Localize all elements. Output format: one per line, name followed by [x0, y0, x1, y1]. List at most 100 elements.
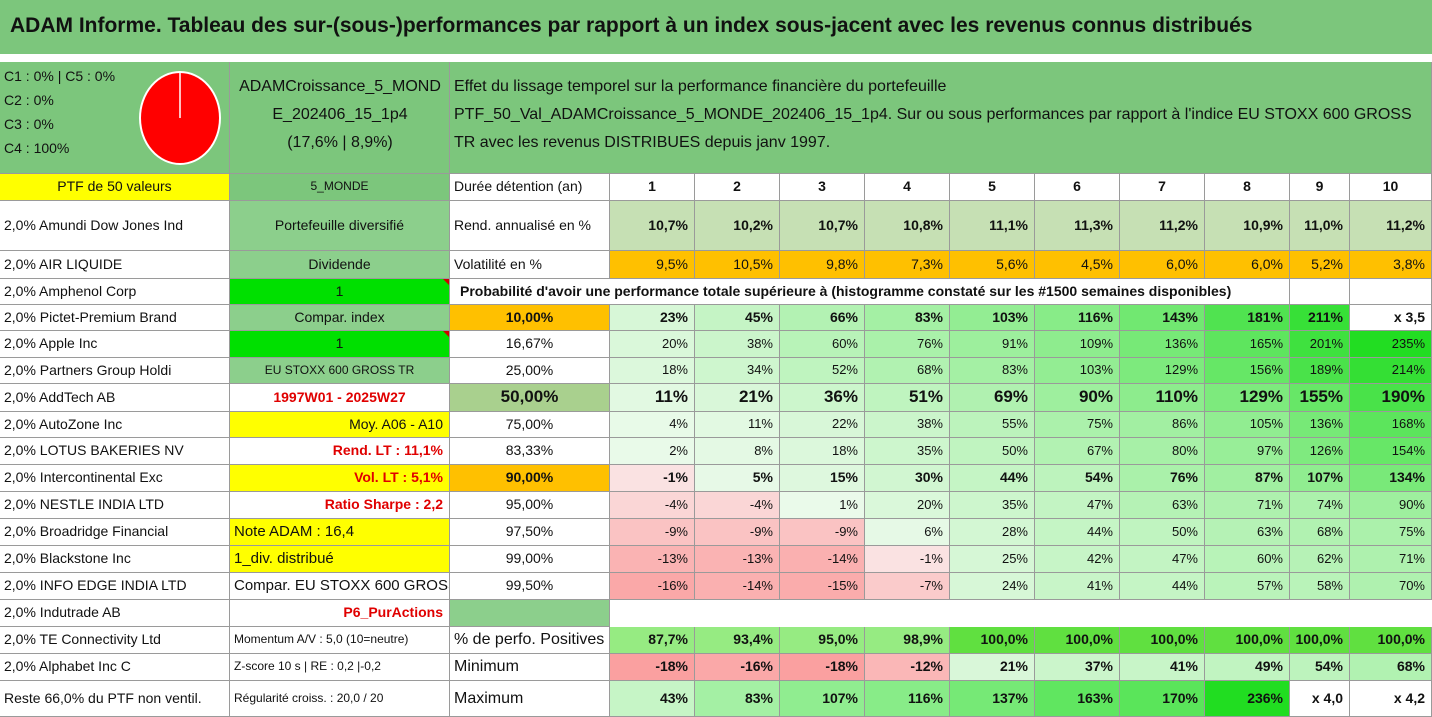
probability-value[interactable]: 1% [780, 492, 865, 519]
probability-value[interactable]: -9% [780, 519, 865, 546]
stat-value[interactable]: 100,0% [1035, 627, 1120, 654]
probability-value[interactable]: 62% [1290, 546, 1350, 573]
vol-value[interactable]: 3,8% [1350, 251, 1432, 279]
stat-value[interactable]: 83% [695, 681, 780, 717]
vol-value[interactable]: 9,5% [610, 251, 695, 279]
probability-value[interactable]: 6% [865, 519, 950, 546]
stat-value[interactable]: 100,0% [1120, 627, 1205, 654]
holding-cell[interactable]: 2,0% Amundi Dow Jones Ind [0, 201, 230, 251]
probability-value[interactable]: 201% [1290, 331, 1350, 358]
probability-value[interactable]: 66% [780, 305, 865, 331]
stat-value[interactable]: 100,0% [1350, 627, 1432, 654]
probability-value[interactable]: -4% [695, 492, 780, 519]
probability-value[interactable]: 42% [1035, 546, 1120, 573]
probability-value[interactable]: 63% [1205, 519, 1290, 546]
probability-value[interactable]: 8% [695, 438, 780, 465]
year-header[interactable]: 10 [1350, 174, 1432, 201]
stat-value[interactable]: x 4,0 [1290, 681, 1350, 717]
stat-value[interactable]: 41% [1120, 654, 1205, 681]
stat-value[interactable]: 100,0% [1205, 627, 1290, 654]
stat-value[interactable]: 21% [950, 654, 1035, 681]
stat-label[interactable]: Maximum [450, 681, 610, 717]
probability-value[interactable]: 126% [1290, 438, 1350, 465]
probability-value[interactable]: -13% [610, 546, 695, 573]
year-header[interactable]: 6 [1035, 174, 1120, 201]
probability-value[interactable]: 83% [865, 305, 950, 331]
stat-value[interactable]: -16% [695, 654, 780, 681]
probability-value[interactable]: 129% [1205, 384, 1290, 412]
stat-value[interactable]: 170% [1120, 681, 1205, 717]
vol-value[interactable]: 6,0% [1120, 251, 1205, 279]
probability-level[interactable]: 25,00% [450, 358, 610, 384]
probability-value[interactable]: 214% [1350, 358, 1432, 384]
probability-value[interactable]: -7% [865, 573, 950, 600]
probability-level[interactable]: 99,00% [450, 546, 610, 573]
empty-cell[interactable] [1350, 279, 1432, 305]
probability-value[interactable]: 105% [1205, 412, 1290, 438]
probability-value[interactable]: 67% [1035, 438, 1120, 465]
holding-cell[interactable]: 2,0% LOTUS BAKERIES NV [0, 438, 230, 465]
probability-value[interactable]: 38% [695, 331, 780, 358]
holding-cell[interactable]: 2,0% Indutrade AB [0, 600, 230, 627]
probability-value[interactable]: 190% [1350, 384, 1432, 412]
portfolio-size-cell[interactable]: PTF de 50 valeurs [0, 174, 230, 201]
probability-value[interactable]: 22% [780, 412, 865, 438]
stat-value[interactable]: 93,4% [695, 627, 780, 654]
info-cell[interactable]: 1_div. distribué [230, 546, 450, 573]
stat-label[interactable]: Minimum [450, 654, 610, 681]
holding-cell[interactable]: 2,0% AutoZone Inc [0, 412, 230, 438]
stat-value[interactable]: 116% [865, 681, 950, 717]
probability-value[interactable]: 63% [1120, 492, 1205, 519]
probability-value[interactable]: 86% [1120, 412, 1205, 438]
probability-value[interactable]: 36% [780, 384, 865, 412]
probability-level[interactable]: 75,00% [450, 412, 610, 438]
probability-value[interactable]: 103% [950, 305, 1035, 331]
probability-value[interactable]: 75% [1350, 519, 1432, 546]
rend-value[interactable]: 10,8% [865, 201, 950, 251]
rend-value[interactable]: 10,7% [610, 201, 695, 251]
probability-value[interactable]: 58% [1290, 573, 1350, 600]
stat-value[interactable]: -12% [865, 654, 950, 681]
holding-cell[interactable]: 2,0% Amphenol Corp [0, 279, 230, 305]
stat-value[interactable]: 43% [610, 681, 695, 717]
probability-value[interactable]: 165% [1205, 331, 1290, 358]
probability-title[interactable]: Probabilité d'avoir une performance tota… [450, 279, 1290, 305]
probability-value[interactable]: 71% [1205, 492, 1290, 519]
stat-value[interactable]: 137% [950, 681, 1035, 717]
probability-value[interactable]: 134% [1350, 465, 1432, 492]
probability-value[interactable]: 97% [1205, 438, 1290, 465]
probability-value[interactable]: 35% [950, 492, 1035, 519]
vol-value[interactable]: 4,5% [1035, 251, 1120, 279]
info-cell[interactable]: Dividende [230, 251, 450, 279]
stat-value[interactable]: 54% [1290, 654, 1350, 681]
holding-cell[interactable]: 2,0% AIR LIQUIDE [0, 251, 230, 279]
probability-value[interactable]: 50% [1120, 519, 1205, 546]
vol-value[interactable]: 10,5% [695, 251, 780, 279]
probability-value[interactable]: 57% [1205, 573, 1290, 600]
probability-value[interactable]: 44% [1035, 519, 1120, 546]
info-cell[interactable]: Rend. LT : 11,1% [230, 438, 450, 465]
probability-value[interactable]: 51% [865, 384, 950, 412]
probability-value[interactable]: 76% [865, 331, 950, 358]
year-header[interactable]: 7 [1120, 174, 1205, 201]
holding-cell[interactable]: 2,0% Intercontinental Exc [0, 465, 230, 492]
probability-value[interactable]: 52% [780, 358, 865, 384]
probability-value[interactable]: 18% [610, 358, 695, 384]
stat-value[interactable]: 100,0% [950, 627, 1035, 654]
vol-value[interactable]: 5,6% [950, 251, 1035, 279]
probability-value[interactable]: 70% [1350, 573, 1432, 600]
stat-value[interactable]: 87,7% [610, 627, 695, 654]
rend-value[interactable]: 11,0% [1290, 201, 1350, 251]
probability-value[interactable]: 4% [610, 412, 695, 438]
info-cell[interactable]: Ratio Sharpe : 2,2 [230, 492, 450, 519]
holding-cell[interactable]: 2,0% Blackstone Inc [0, 546, 230, 573]
holding-cell[interactable]: 2,0% INFO EDGE INDIA LTD [0, 573, 230, 600]
vol-value[interactable]: 9,8% [780, 251, 865, 279]
probability-value[interactable]: 41% [1035, 573, 1120, 600]
probability-value[interactable]: 129% [1120, 358, 1205, 384]
probability-level[interactable]: 99,50% [450, 573, 610, 600]
probability-value[interactable]: 91% [950, 331, 1035, 358]
probability-value[interactable]: 38% [865, 412, 950, 438]
probability-value[interactable]: 87% [1205, 465, 1290, 492]
probability-value[interactable]: 35% [865, 438, 950, 465]
